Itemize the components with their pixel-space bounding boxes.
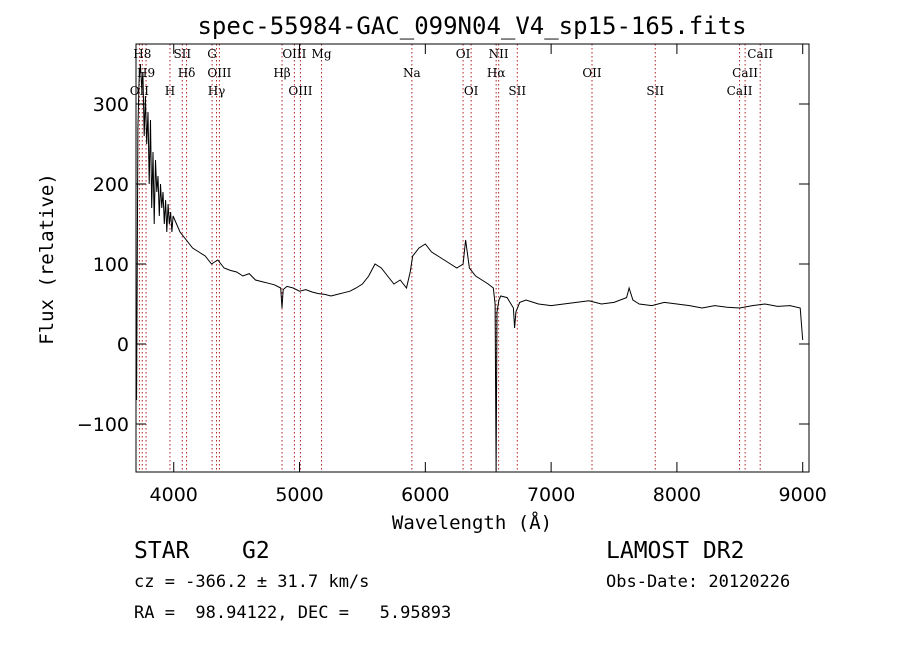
line-label: CaII [732,66,758,80]
line-label: Hγ [208,84,226,98]
line-label: NII [489,47,509,61]
line-label: OIII [288,84,312,98]
plot-frame [135,43,810,473]
line-label: CaII [727,84,753,98]
line-label: H [165,84,175,98]
x-tick-label: 5000 [275,484,323,506]
y-tick-label: −100 [77,414,129,436]
line-label: H8 [133,47,151,61]
line-label: OII [582,66,602,80]
line-label: SII [646,84,664,98]
line-label: OIII [207,66,231,80]
x-tick-label: 6000 [401,484,449,506]
redshift-value: cz = -366.2 ± 31.7 km/s [134,572,370,592]
line-label: OI [464,84,479,98]
y-tick-label: 0 [117,334,129,356]
x-tick-label: 7000 [527,484,575,506]
x-tick-label: 9000 [779,484,827,506]
object-subclass: G2 [242,538,270,564]
y-tick-label: 200 [93,174,129,196]
x-tick-label: 4000 [150,484,198,506]
object-class: STAR [134,538,190,564]
line-labels: H8H9HSIIHδHγGOIIIOIIOIIIHβOIIIMgNaOIOIHα… [130,47,774,98]
line-label: SII [508,84,526,98]
spectrum-line [136,63,804,473]
line-label: CaII [747,47,773,61]
line-label: OI [456,47,471,61]
x-tick-label: 8000 [653,484,701,506]
x-axis-label: Wavelength (Å) [392,511,552,534]
coordinates: RA = 98.94122, DEC = 5.95893 [134,603,452,623]
line-label: Na [403,66,421,80]
y-tick-label: 100 [93,254,129,276]
line-label: Hβ [273,66,290,80]
axis-ticks: 4000 5000 6000 7000 8000 9000 −100 0 100 200 300 [77,44,827,506]
chart-title: spec-55984-GAC_099N04_V4_sp15-165.fits [197,12,746,40]
line-label: SII [173,47,191,61]
line-label: Hδ [178,66,196,80]
line-label: OII [130,84,150,98]
observation-date: Obs-Date: 20120226 [606,572,791,592]
line-markers [138,44,761,472]
y-tick-label: 300 [93,94,129,116]
y-axis-label: Flux (relative) [36,173,58,345]
line-label: Hα [487,66,506,80]
survey-name: LAMOST DR2 [606,538,745,564]
line-label: OIII [282,47,306,61]
line-label: G [207,47,217,61]
line-label: Mg [312,47,332,61]
